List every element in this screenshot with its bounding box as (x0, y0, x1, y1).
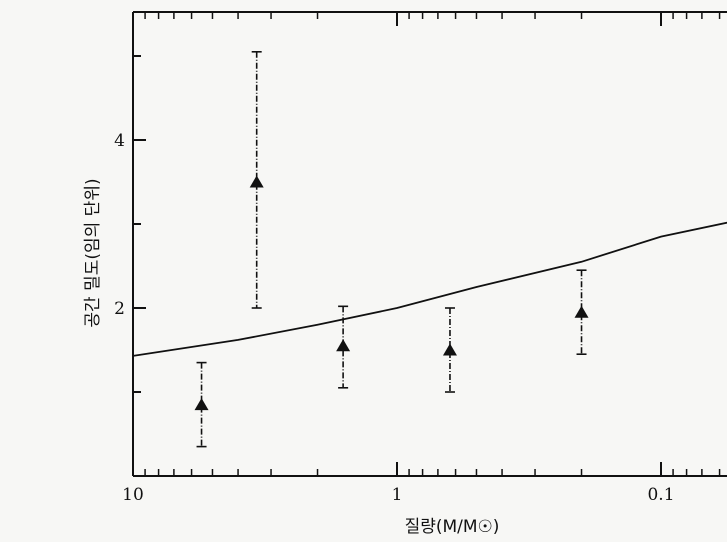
points-layer (194, 50, 589, 448)
data-point-triangle (249, 175, 264, 188)
y-axis-label: 공간 밀도(임의 단위) (83, 178, 103, 327)
x-axis-label: 질량(M/M☉) (405, 517, 500, 537)
x-tick-label: 1 (392, 485, 403, 505)
data-point-triangle (194, 398, 209, 411)
x-tick-label: 0.1 (647, 485, 674, 505)
y-tick-label: 2 (114, 299, 125, 319)
data-point-triangle (442, 343, 457, 356)
data-point-triangle (574, 305, 589, 318)
model-curve (133, 221, 727, 357)
y-tick-label: 4 (114, 131, 125, 151)
axes-layer: 10 1 0.1 2 4 (114, 11, 727, 505)
line-layer (133, 221, 727, 357)
data-point-triangle (336, 339, 351, 352)
x-tick-label: 10 (122, 485, 144, 505)
